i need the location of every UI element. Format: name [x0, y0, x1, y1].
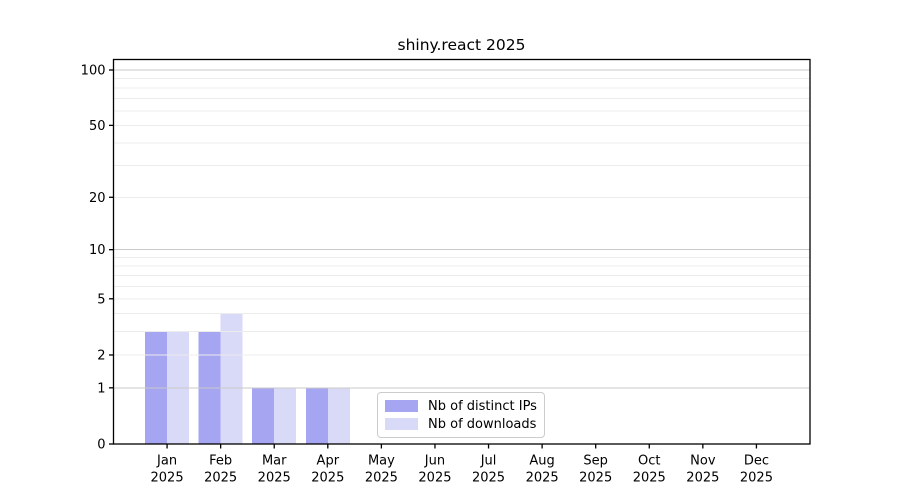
- bar-distinct-ips-mar: [252, 387, 275, 444]
- x-tick-label-year: 2025: [579, 471, 612, 486]
- x-tick-label-month: Dec: [744, 454, 769, 469]
- x-tick-label-month: Nov: [690, 454, 716, 469]
- legend-entry-downloads: Nb of downloads: [385, 416, 544, 432]
- y-tick-label: 0: [97, 438, 105, 453]
- x-tick-label-month: Oct: [638, 454, 660, 469]
- legend-entry-distinct-ips: Nb of distinct IPs: [385, 398, 544, 414]
- bar-distinct-ips-apr: [305, 387, 328, 444]
- x-tick-label-month: Aug: [529, 454, 554, 469]
- x-tick-label-year: 2025: [686, 471, 719, 486]
- x-tick-label-month: Apr: [317, 454, 340, 469]
- y-tick-label: 50: [89, 119, 106, 134]
- x-tick-label-month: Jan: [156, 454, 177, 469]
- legend-label-downloads: Nb of downloads: [428, 416, 537, 432]
- x-tick-label-month: Jun: [424, 454, 445, 469]
- x-tick-label-year: 2025: [472, 471, 505, 486]
- x-tick-label-year: 2025: [740, 471, 773, 486]
- y-tick-label: 10: [89, 243, 106, 258]
- plot-border: [112, 58, 811, 445]
- x-tick-label-year: 2025: [311, 471, 344, 486]
- x-tick-label-year: 2025: [526, 471, 559, 486]
- bar-downloads-apr: [327, 387, 350, 444]
- x-tick-label-year: 2025: [258, 471, 291, 486]
- bar-downloads-mar: [274, 387, 297, 444]
- x-tick-label-month: Mar: [262, 454, 287, 469]
- x-tick-label-month: May: [368, 454, 395, 469]
- legend-swatch-distinct-ips: [385, 400, 418, 412]
- y-tick-label: 20: [89, 191, 106, 206]
- y-tick-label: 1: [97, 381, 105, 396]
- legend-label-distinct-ips: Nb of distinct IPs: [428, 398, 537, 414]
- legend-swatch-downloads: [385, 418, 418, 430]
- x-tick-label-month: Feb: [209, 454, 232, 469]
- y-tick-label: 5: [97, 292, 105, 307]
- x-tick-label-year: 2025: [204, 471, 237, 486]
- x-tick-label-month: Jul: [480, 454, 497, 469]
- x-tick-label-year: 2025: [418, 471, 451, 486]
- x-tick-label-year: 2025: [633, 471, 666, 486]
- chart-title: shiny.react 2025: [397, 36, 526, 54]
- y-tick-label: 100: [81, 64, 106, 79]
- x-tick-label-year: 2025: [151, 471, 184, 486]
- x-tick-label-month: Sep: [583, 454, 608, 469]
- legend: Nb of distinct IPs Nb of downloads: [377, 392, 545, 438]
- y-tick-label: 2: [97, 348, 105, 363]
- x-tick-label-year: 2025: [365, 471, 398, 486]
- bar-downloads-feb: [220, 313, 243, 444]
